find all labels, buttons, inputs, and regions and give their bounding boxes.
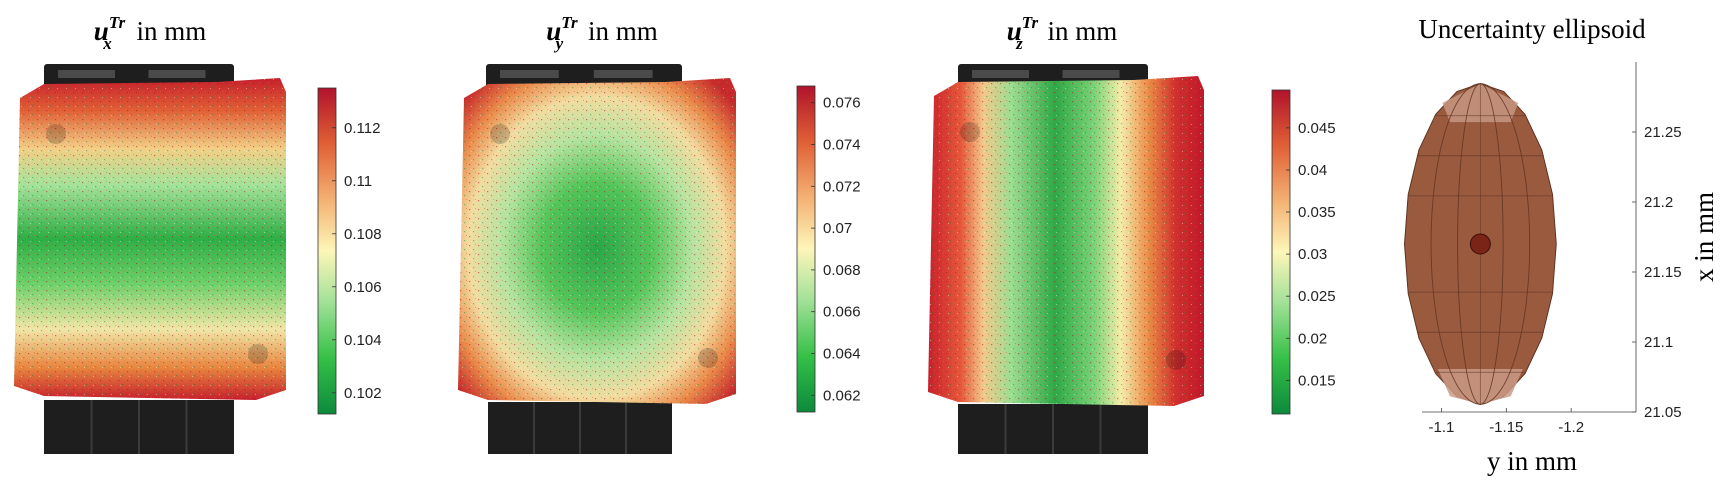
- title-superscript: Tr: [1022, 13, 1039, 32]
- title-subscript: z: [1015, 34, 1023, 53]
- colorbar: [796, 85, 816, 413]
- y-axis-label: x in mm: [1689, 192, 1719, 282]
- title-variable: u: [546, 16, 561, 46]
- colorbar-tick-label: 0.062: [823, 387, 861, 404]
- panel-title: uTr z in mm: [1007, 13, 1118, 53]
- colorbar-tick-label: 0.025: [1298, 288, 1336, 305]
- colorbar-tick-label: 0.045: [1298, 120, 1336, 137]
- ellipsoid-center: [1469, 233, 1491, 255]
- screw-hole: [490, 124, 510, 144]
- colorbar-tick-label: 0.106: [344, 279, 382, 296]
- colorbar-tick-label: 0.07: [823, 220, 852, 237]
- x-tick-label: -1.1: [1429, 419, 1455, 436]
- title-units: in mm: [130, 16, 207, 46]
- colorbar-tick-label: 0.112: [344, 120, 380, 137]
- x-tick-label: -1.15: [1489, 419, 1523, 436]
- panel-title: uTr x in mm: [94, 13, 206, 53]
- y-tick-label: 21.1: [1644, 334, 1673, 351]
- colorbar-tick-label: 0.066: [823, 304, 861, 321]
- colorbar-tick-label: 0.074: [823, 137, 861, 154]
- colorbar-tick-label: 0.072: [823, 178, 861, 195]
- colorbar-tick-label: 0.015: [1298, 372, 1336, 389]
- ellipsoid-title: Uncertainty ellipsoid: [1418, 14, 1646, 44]
- colorbar-tick-label: 0.108: [344, 226, 382, 243]
- colorbar-tick-label: 0.064: [823, 345, 861, 362]
- colorbar-tick-label: 0.04: [1298, 162, 1327, 179]
- y-tick-label: 21.15: [1644, 264, 1682, 281]
- title-subscript: x: [102, 34, 112, 53]
- colorbar-tick-label: 0.102: [344, 385, 382, 402]
- title-variable: u: [94, 16, 109, 46]
- heatmap-panel-2: uTr y in mm 0.062 0.064 0.066 0.068 0.07 0.072 0…: [458, 13, 861, 454]
- top-fixture-slot: [972, 70, 1029, 78]
- title-subscript: y: [554, 34, 564, 53]
- colorbar: [1271, 89, 1291, 415]
- specimen-scatter: [928, 76, 1204, 406]
- heatmap-panel-1: uTr x in mm 0.102 0.104 0.106 0.108 0.11 0.112: [14, 13, 382, 454]
- heatmap-panel-3: uTr z in mm 0.015 0.02 0.025 0.03 0.035 0.04 0.0…: [928, 13, 1336, 454]
- screw-hole: [248, 344, 268, 364]
- colorbar-tick-label: 0.068: [823, 262, 861, 279]
- title-variable: u: [1007, 16, 1022, 46]
- y-tick-label: 21.05: [1644, 404, 1682, 421]
- colorbar-tick-label: 0.035: [1298, 204, 1336, 221]
- colorbar-tick-label: 0.03: [1298, 246, 1327, 263]
- screw-hole: [960, 122, 980, 142]
- colorbar: [317, 87, 337, 415]
- title-superscript: Tr: [109, 13, 126, 32]
- screw-hole: [698, 348, 718, 368]
- specimen-scatter: [14, 78, 286, 400]
- top-fixture-slot: [148, 70, 206, 78]
- y-tick-label: 21.25: [1644, 124, 1682, 141]
- x-tick-label: -1.2: [1558, 419, 1584, 436]
- colorbar-tick-label: 0.02: [1298, 330, 1327, 347]
- top-fixture-slot: [500, 70, 559, 78]
- y-tick-label: 21.2: [1644, 194, 1673, 211]
- colorbar-tick-label: 0.076: [823, 95, 861, 112]
- screw-hole: [46, 124, 66, 144]
- top-fixture-slot: [593, 70, 653, 78]
- x-axis-label: y in mm: [1487, 446, 1577, 476]
- colorbar-tick-label: 0.11: [344, 173, 372, 190]
- top-fixture-slot: [1062, 70, 1120, 78]
- specimen-scatter: [458, 78, 736, 404]
- colorbar-tick-label: 0.104: [344, 332, 382, 349]
- screw-hole: [1166, 350, 1186, 370]
- top-fixture-slot: [58, 70, 115, 78]
- panel-title: uTr y in mm: [546, 13, 657, 53]
- title-superscript: Tr: [561, 13, 578, 32]
- title-units: in mm: [581, 16, 658, 46]
- title-units: in mm: [1041, 16, 1118, 46]
